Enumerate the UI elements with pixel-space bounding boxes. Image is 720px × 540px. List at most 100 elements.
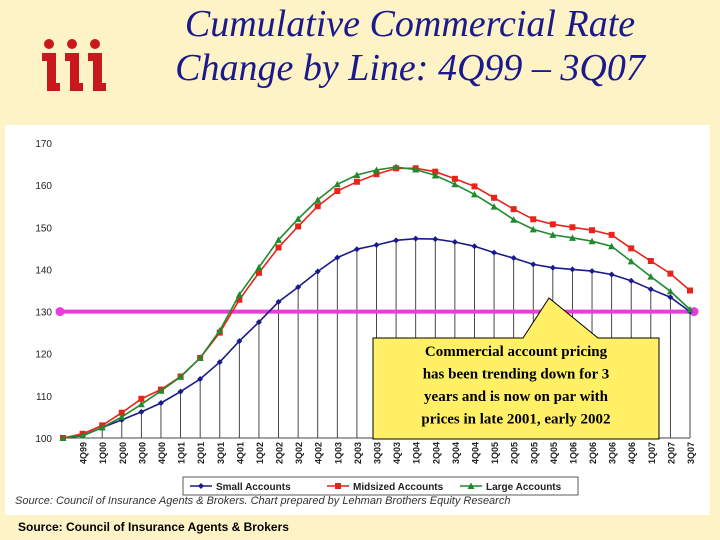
data-point: [216, 359, 223, 366]
x-tick-label: 1Q04: [412, 442, 422, 464]
data-point: [529, 225, 537, 233]
x-tick-label: 2Q01: [196, 442, 206, 464]
data-point: [510, 216, 518, 223]
data-point: [412, 166, 420, 173]
data-point: [471, 183, 478, 190]
legend-label: Midsized Accounts: [353, 482, 444, 493]
annotation-text-line: Commercial account pricing: [425, 344, 608, 360]
x-tick-label: 1Q06: [568, 442, 578, 464]
data-point: [667, 294, 674, 301]
data-point: [373, 171, 380, 178]
annotation-text-line: has been trending down for 3: [423, 367, 610, 383]
y-tick-label: 130: [35, 308, 52, 319]
x-tick-label: 2Q03: [353, 442, 363, 464]
x-tick-label: 3Q04: [451, 442, 461, 464]
data-point: [432, 236, 439, 243]
annotation-text-line: prices in late 2001, early 2002: [421, 412, 610, 428]
x-tick-label: 3Q07: [686, 442, 696, 464]
data-point: [118, 409, 125, 416]
legend-label: Small Accounts: [216, 482, 291, 493]
data-point: [255, 263, 263, 271]
data-point: [686, 305, 694, 313]
x-tick-label: 1Q03: [333, 442, 343, 464]
data-point: [412, 235, 419, 242]
x-tick-label: 2Q04: [431, 442, 441, 464]
x-tick-label: 1Q01: [177, 442, 187, 464]
x-tick-label: 3Q01: [216, 442, 226, 464]
data-point: [530, 216, 537, 223]
x-tick-label: 4Q02: [314, 442, 324, 464]
data-point: [491, 194, 498, 201]
data-point: [628, 277, 635, 284]
x-tick-label: 4Q03: [392, 442, 402, 464]
data-point: [588, 237, 596, 245]
x-tick-label: 2Q00: [118, 442, 128, 464]
y-tick-label: 100: [35, 434, 52, 445]
y-tick-label: 110: [36, 392, 52, 403]
title-line-2: Change by Line: 4Q99 – 3Q07: [175, 47, 645, 89]
data-point: [59, 434, 67, 441]
data-point: [608, 231, 615, 238]
x-tick-label: 2Q07: [666, 442, 676, 464]
data-point: [530, 261, 537, 268]
data-point: [470, 190, 478, 198]
data-point: [157, 387, 165, 394]
x-tick-label: 1Q05: [490, 442, 500, 464]
legend-marker: [335, 483, 341, 489]
data-point: [667, 270, 674, 277]
data-point: [431, 171, 439, 179]
data-point: [471, 243, 478, 250]
data-point: [687, 287, 693, 294]
data-point: [549, 231, 557, 238]
x-tick-label: 4Q05: [549, 442, 559, 464]
x-tick-label: 2Q05: [510, 442, 520, 464]
slide-source-footer: Source: Council of Insurance Agents & Br…: [18, 520, 289, 534]
annotation-text-line: years and is now on par with: [424, 389, 609, 405]
y-tick-label: 170: [35, 139, 52, 150]
data-point: [197, 376, 204, 382]
x-tick-label: 4Q01: [235, 442, 245, 464]
data-point: [137, 400, 145, 408]
data-point: [138, 395, 145, 402]
data-point: [334, 188, 341, 195]
data-point: [295, 284, 302, 291]
data-point: [608, 242, 616, 250]
annotation-callout-box: [372, 297, 660, 440]
data-point: [138, 408, 145, 415]
x-tick-label: 1Q02: [255, 442, 265, 464]
slide-title: Cumulative Commercial Rate Change by Lin…: [110, 2, 710, 90]
y-tick-label: 160: [35, 181, 52, 192]
data-point: [353, 178, 360, 185]
x-tick-label: 3Q00: [137, 442, 147, 464]
data-point: [569, 266, 576, 273]
data-point: [627, 257, 635, 265]
x-tick-label: 2Q02: [275, 442, 285, 464]
data-point: [432, 168, 439, 175]
x-tick-label: 3Q02: [294, 442, 304, 464]
data-point: [373, 166, 380, 173]
data-point: [118, 413, 126, 420]
y-tick-label: 120: [35, 350, 52, 361]
data-point: [393, 237, 400, 244]
data-point: [647, 273, 655, 280]
data-point: [236, 338, 243, 345]
data-point: [451, 180, 459, 188]
data-point: [589, 227, 596, 234]
data-point: [79, 431, 87, 439]
data-point: [608, 271, 615, 278]
data-point: [549, 221, 556, 228]
x-tick-label: 2Q06: [588, 442, 598, 464]
data-point: [235, 291, 243, 298]
data-point: [490, 203, 498, 210]
data-point: [373, 241, 380, 248]
x-tick-label: 3Q05: [529, 442, 539, 464]
data-point: [255, 269, 262, 276]
data-point: [569, 224, 576, 231]
rate-change-chart: 100 110 120 130 140 150 160 170 4Q99 1Q00 2Q00 3Q00…: [35, 139, 699, 496]
x-tick-label: 1Q07: [647, 442, 657, 464]
data-point: [177, 388, 184, 395]
data-point: [216, 327, 224, 334]
data-point: [255, 319, 262, 326]
chart-source-note: Source: Council of Insurance Agents & Br…: [15, 495, 511, 507]
data-point: [589, 268, 596, 275]
